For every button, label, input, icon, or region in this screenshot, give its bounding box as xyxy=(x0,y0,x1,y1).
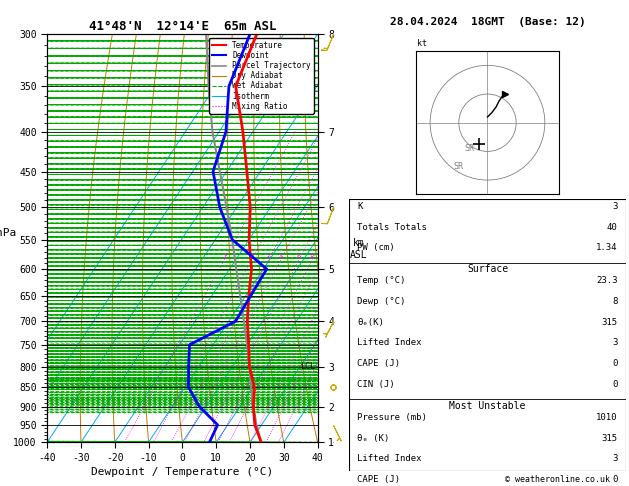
Text: 0: 0 xyxy=(612,380,618,389)
Text: Temp (°C): Temp (°C) xyxy=(357,277,406,285)
Text: Pressure (mb): Pressure (mb) xyxy=(357,413,427,422)
Text: Lifted Index: Lifted Index xyxy=(357,338,422,347)
Text: θₑ (K): θₑ (K) xyxy=(357,434,389,443)
Text: CAPE (J): CAPE (J) xyxy=(357,359,401,368)
Text: K: K xyxy=(357,202,363,211)
Text: LCL: LCL xyxy=(300,362,315,371)
Text: 2: 2 xyxy=(249,255,253,260)
Text: 1: 1 xyxy=(222,255,226,260)
Y-axis label: km
ASL: km ASL xyxy=(350,238,368,260)
Legend: Temperature, Dewpoint, Parcel Trajectory, Dry Adiabat, Wet Adiabat, Isotherm, Mi: Temperature, Dewpoint, Parcel Trajectory… xyxy=(209,38,314,114)
Text: 315: 315 xyxy=(601,434,618,443)
Text: 3: 3 xyxy=(266,255,270,260)
Text: CIN (J): CIN (J) xyxy=(357,380,395,389)
Text: 23.3: 23.3 xyxy=(596,277,618,285)
Text: 28.04.2024  18GMT  (Base: 12): 28.04.2024 18GMT (Base: 12) xyxy=(389,17,586,27)
Text: 8: 8 xyxy=(612,297,618,306)
Title: 41°48'N  12°14'E  65m ASL: 41°48'N 12°14'E 65m ASL xyxy=(89,20,276,33)
Text: Most Unstable: Most Unstable xyxy=(449,400,526,411)
Text: 315: 315 xyxy=(601,318,618,327)
Text: 1.34: 1.34 xyxy=(596,243,618,252)
Text: 1010: 1010 xyxy=(596,413,618,422)
Text: 3: 3 xyxy=(612,454,618,463)
Text: PW (cm): PW (cm) xyxy=(357,243,395,252)
Text: θₑ(K): θₑ(K) xyxy=(357,318,384,327)
Text: 3: 3 xyxy=(612,202,618,211)
Text: Lifted Index: Lifted Index xyxy=(357,454,422,463)
Text: 8: 8 xyxy=(310,255,314,260)
X-axis label: Dewpoint / Temperature (°C): Dewpoint / Temperature (°C) xyxy=(91,467,274,477)
Text: Dewp (°C): Dewp (°C) xyxy=(357,297,406,306)
Text: 40: 40 xyxy=(607,223,618,232)
Text: SR: SR xyxy=(465,144,474,154)
Text: 3: 3 xyxy=(612,338,618,347)
Text: kt: kt xyxy=(417,39,427,48)
Text: 4: 4 xyxy=(279,255,282,260)
Text: SR: SR xyxy=(453,161,463,171)
Text: 6: 6 xyxy=(297,255,301,260)
Y-axis label: hPa: hPa xyxy=(0,228,16,238)
Text: 0: 0 xyxy=(612,475,618,484)
Text: © weatheronline.co.uk: © weatheronline.co.uk xyxy=(505,474,610,484)
Text: CAPE (J): CAPE (J) xyxy=(357,475,401,484)
Text: Surface: Surface xyxy=(467,264,508,274)
Text: Totals Totals: Totals Totals xyxy=(357,223,427,232)
Text: 0: 0 xyxy=(612,359,618,368)
